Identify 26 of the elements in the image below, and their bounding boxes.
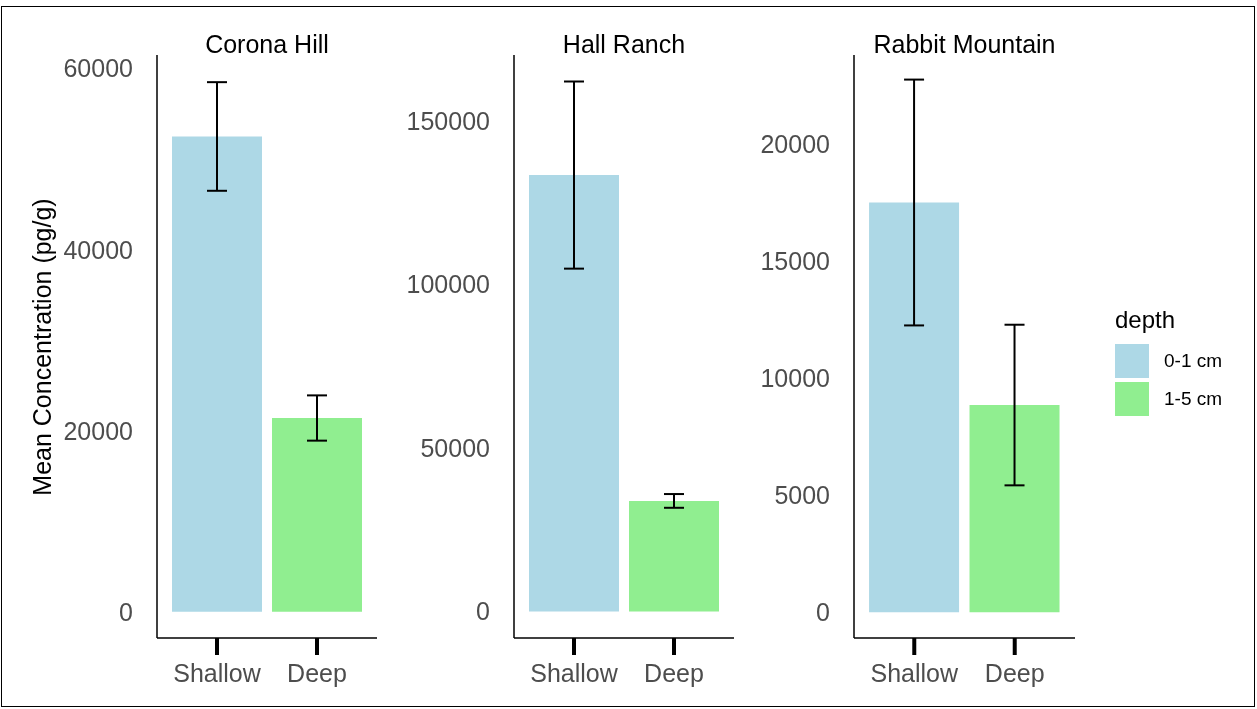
y-tick-label: 50000	[420, 433, 490, 462]
chart-title: Rabbit Mountain	[873, 30, 1056, 58]
y-tick-label: 15000	[760, 246, 830, 275]
x-tick-label: Shallow	[870, 658, 959, 687]
legend-label: 1-5 cm	[1164, 388, 1223, 410]
y-tick-label: 60000	[63, 54, 133, 83]
y-tick-label: 20000	[760, 129, 830, 158]
x-tick-label: Shallow	[530, 658, 619, 687]
y-tick-label: 0	[476, 597, 490, 626]
y-tick-label: 40000	[63, 235, 133, 264]
x-tick-label: Shallow	[173, 658, 262, 687]
legend-title: depth	[1115, 305, 1176, 335]
y-tick-label: 0	[816, 598, 830, 627]
chart-title: Corona Hill	[205, 30, 329, 58]
y-axis-title: Mean Concentration (pg/g)	[28, 197, 56, 496]
x-tick-label: Deep	[644, 658, 704, 687]
x-tick-label: Deep	[287, 658, 347, 687]
y-tick-label: 100000	[406, 270, 490, 299]
legend-label: 0-1 cm	[1164, 350, 1223, 372]
chart-title: Hall Ranch	[562, 30, 686, 58]
y-tick-label: 150000	[406, 106, 490, 135]
y-tick-label: 0	[119, 597, 133, 626]
y-tick-label: 10000	[760, 363, 830, 392]
y-tick-label: 5000	[774, 481, 830, 510]
x-tick-label: Deep	[984, 658, 1045, 687]
y-tick-label: 20000	[63, 416, 133, 445]
